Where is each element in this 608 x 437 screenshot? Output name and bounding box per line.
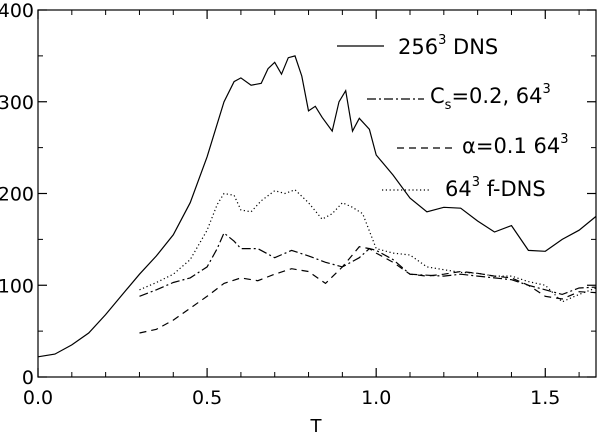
x-tick-label: 1.0 xyxy=(361,387,391,409)
x-axis-label: T xyxy=(310,416,323,437)
x-tick-label: 0.0 xyxy=(23,387,53,409)
legend-text-part: 3 xyxy=(543,82,551,97)
y-tick-label: 0 xyxy=(22,367,34,389)
series-line-dashed xyxy=(139,246,597,334)
series-line-dashdot xyxy=(139,232,597,297)
y-tick-label: 200 xyxy=(0,184,34,206)
legend-text-part: 3 xyxy=(560,132,568,147)
legend-entry-label: Cs=0.2, 643 xyxy=(430,82,551,113)
x-tick-label: 0.5 xyxy=(192,387,222,409)
legend-text-part: DNS xyxy=(446,35,498,59)
legend-text-part: f-DNS xyxy=(480,177,546,201)
y-tick-label: 400 xyxy=(0,0,34,22)
legend-text-part: 3 xyxy=(438,33,446,48)
legend-text-part: 256 xyxy=(398,35,438,59)
legend-text-part: 64 xyxy=(445,177,472,201)
legend-text-part: α=0.1 64 xyxy=(462,134,560,158)
series-line-solid xyxy=(37,55,597,358)
legend-text-part: 3 xyxy=(472,175,480,190)
legend-text-part: s xyxy=(445,98,452,113)
legend-entry-label: 643 f-DNS xyxy=(445,175,546,201)
legend-entry-label: α=0.1 643 xyxy=(462,132,569,158)
series-line-dotted xyxy=(139,189,597,303)
y-tick-label: 100 xyxy=(0,275,34,297)
legend-entry-label: 2563 DNS xyxy=(398,33,498,59)
axis-ticks: 0.0 0.5 1.0 1.5 0 100 200 300 400 xyxy=(0,0,596,409)
series-lines xyxy=(37,55,597,358)
y-tick-label: 300 xyxy=(0,92,34,114)
legend-text-part: C xyxy=(430,84,445,108)
x-tick-label: 1.5 xyxy=(530,387,560,409)
legend-text-part: =0.2, 64 xyxy=(451,84,542,108)
